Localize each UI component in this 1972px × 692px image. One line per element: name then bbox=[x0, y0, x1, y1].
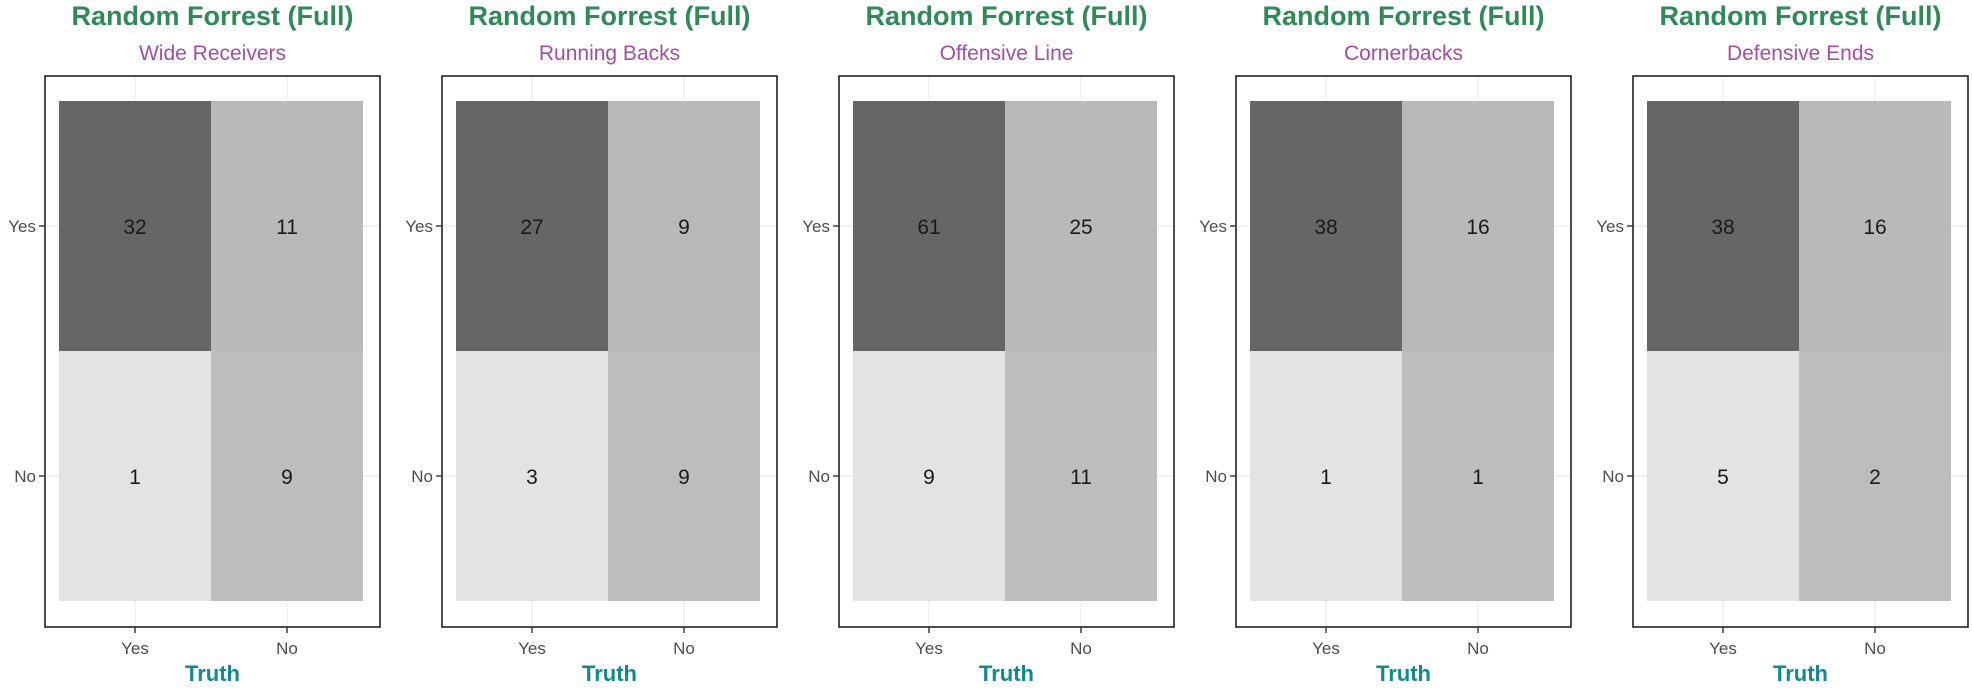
x-tick-label: No bbox=[673, 639, 695, 658]
heatmap-cell bbox=[211, 101, 363, 351]
cell-value-label: 9 bbox=[923, 466, 935, 489]
heatmap-cell bbox=[1250, 101, 1402, 351]
y-tick-label: No bbox=[1602, 467, 1624, 486]
x-axis-title: Truth bbox=[1773, 661, 1828, 686]
cell-value-label: 61 bbox=[917, 216, 940, 239]
y-tick-label: No bbox=[808, 467, 830, 486]
y-tick-label: Yes bbox=[1596, 217, 1624, 236]
heatmap-cell bbox=[1005, 351, 1157, 601]
heatmap-cell bbox=[1647, 351, 1799, 601]
cell-value-label: 9 bbox=[281, 466, 293, 489]
heatmap-cell bbox=[853, 101, 1005, 351]
y-tick-label: Yes bbox=[8, 217, 36, 236]
x-axis-title: Truth bbox=[582, 661, 637, 686]
heatmap-cell bbox=[59, 351, 211, 601]
cell-value-label: 2 bbox=[1869, 466, 1881, 489]
panel-title: Random Forrest (Full) bbox=[469, 1, 751, 31]
y-tick-label: No bbox=[14, 467, 36, 486]
panel-border bbox=[1632, 75, 1969, 628]
x-tick-label: Yes bbox=[1312, 639, 1340, 658]
x-axis-title: Truth bbox=[1376, 661, 1431, 686]
panel-subtitle: Cornerbacks bbox=[1344, 42, 1463, 65]
confusion-matrix-panel: Random Forrest (Full) Cornerbacks 38 16 1 1 Ye… bbox=[1199, 1, 1572, 686]
cell-value-label: 38 bbox=[1711, 216, 1734, 239]
cell-value-label: 1 bbox=[1472, 466, 1484, 489]
y-tick-label: Yes bbox=[405, 217, 433, 236]
cell-value-label: 11 bbox=[1070, 466, 1092, 489]
panel-subtitle: Wide Receivers bbox=[139, 42, 286, 65]
panel-subtitle: Defensive Ends bbox=[1727, 42, 1874, 65]
cell-value-label: 25 bbox=[1069, 216, 1092, 239]
heatmap-cell bbox=[608, 351, 760, 601]
heatmap-cell bbox=[1799, 101, 1951, 351]
panel-title: Random Forrest (Full) bbox=[1263, 1, 1545, 31]
heatmap-cell bbox=[456, 101, 608, 351]
x-tick-label: No bbox=[1467, 639, 1489, 658]
x-tick-label: No bbox=[1070, 639, 1092, 658]
cell-value-label: 32 bbox=[123, 216, 146, 239]
x-tick-label: Yes bbox=[121, 639, 149, 658]
panel-border bbox=[44, 75, 381, 628]
y-tick-label: Yes bbox=[1199, 217, 1227, 236]
cell-value-label: 11 bbox=[276, 216, 298, 239]
y-tick-label: No bbox=[411, 467, 433, 486]
x-tick-label: Yes bbox=[915, 639, 943, 658]
panel-border bbox=[441, 75, 778, 628]
cell-value-label: 9 bbox=[678, 216, 690, 239]
panel-border bbox=[1235, 75, 1572, 628]
y-tick-label: Yes bbox=[802, 217, 830, 236]
panel-subtitle: Offensive Line bbox=[940, 42, 1074, 65]
heatmap-cell bbox=[1005, 101, 1157, 351]
confusion-matrix-panel: Random Forrest (Full) Running Backs 27 9 3 9 Y… bbox=[405, 1, 778, 686]
cell-value-label: 9 bbox=[678, 466, 690, 489]
panel-title: Random Forrest (Full) bbox=[866, 1, 1148, 31]
heatmap-cell bbox=[1647, 101, 1799, 351]
cell-value-label: 27 bbox=[520, 216, 543, 239]
x-axis-title: Truth bbox=[185, 661, 240, 686]
panel-title: Random Forrest (Full) bbox=[1660, 1, 1942, 31]
heatmap-cell bbox=[1402, 351, 1554, 601]
cell-value-label: 16 bbox=[1863, 216, 1886, 239]
x-tick-label: No bbox=[1864, 639, 1886, 658]
heatmap-cell bbox=[59, 101, 211, 351]
panel-title: Random Forrest (Full) bbox=[72, 1, 354, 31]
x-tick-label: Yes bbox=[1709, 639, 1737, 658]
cell-value-label: 16 bbox=[1466, 216, 1489, 239]
cell-value-label: 5 bbox=[1717, 466, 1729, 489]
heatmap-cell bbox=[1250, 351, 1402, 601]
heatmap-cell bbox=[211, 351, 363, 601]
confusion-matrix-panel: Random Forrest (Full) Offensive Line 61 25 9… bbox=[802, 1, 1175, 686]
x-tick-label: No bbox=[276, 639, 298, 658]
heatmap-cell bbox=[853, 351, 1005, 601]
cell-value-label: 38 bbox=[1314, 216, 1337, 239]
heatmap-cell bbox=[456, 351, 608, 601]
y-tick-label: No bbox=[1205, 467, 1227, 486]
panel-subtitle: Running Backs bbox=[539, 42, 680, 65]
heatmap-cell bbox=[608, 101, 760, 351]
panel-border bbox=[838, 75, 1175, 628]
cell-value-label: 1 bbox=[1320, 466, 1332, 489]
heatmap-cell bbox=[1402, 101, 1554, 351]
cell-value-label: 3 bbox=[526, 466, 538, 489]
x-axis-title: Truth bbox=[979, 661, 1034, 686]
heatmap-cell bbox=[1799, 351, 1951, 601]
confusion-matrix-panel: Random Forrest (Full) Defensive Ends 38 16 5… bbox=[1596, 1, 1969, 686]
x-tick-label: Yes bbox=[518, 639, 546, 658]
cell-value-label: 1 bbox=[129, 466, 141, 489]
